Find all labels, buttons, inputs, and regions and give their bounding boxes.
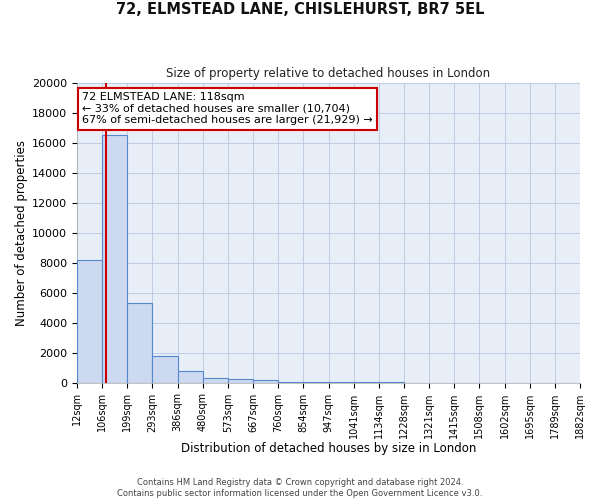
Text: 72, ELMSTEAD LANE, CHISLEHURST, BR7 5EL: 72, ELMSTEAD LANE, CHISLEHURST, BR7 5EL [116, 2, 484, 18]
Bar [178, 372, 203, 382]
Bar [102, 136, 127, 382]
Bar [203, 378, 228, 382]
Bar [77, 260, 102, 382]
Text: 72 ELMSTEAD LANE: 118sqm
← 33% of detached houses are smaller (10,704)
67% of se: 72 ELMSTEAD LANE: 118sqm ← 33% of detach… [82, 92, 373, 125]
Bar [152, 356, 178, 382]
Bar [253, 380, 278, 382]
Bar [228, 379, 253, 382]
Y-axis label: Number of detached properties: Number of detached properties [15, 140, 28, 326]
X-axis label: Distribution of detached houses by size in London: Distribution of detached houses by size … [181, 442, 476, 455]
Text: Contains HM Land Registry data © Crown copyright and database right 2024.
Contai: Contains HM Land Registry data © Crown c… [118, 478, 482, 498]
Bar [127, 303, 152, 382]
Title: Size of property relative to detached houses in London: Size of property relative to detached ho… [166, 68, 491, 80]
